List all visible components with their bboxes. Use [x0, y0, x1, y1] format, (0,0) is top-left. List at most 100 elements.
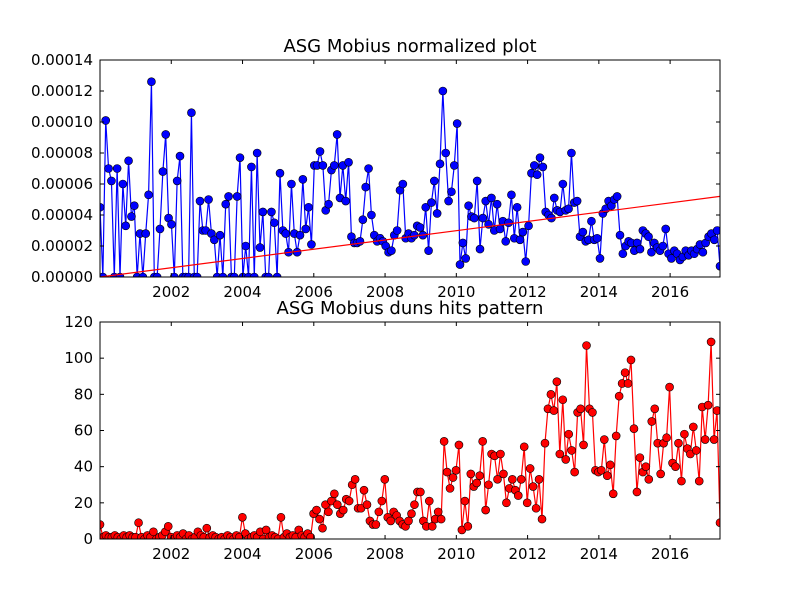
x-tick-label: 2006 [295, 283, 333, 301]
data-point [472, 478, 482, 488]
data-point [501, 237, 511, 246]
data-point [118, 179, 128, 189]
data-point [512, 202, 522, 212]
data-point [221, 199, 231, 209]
data-point [158, 167, 168, 176]
data-point [703, 400, 713, 410]
data-point [235, 153, 245, 162]
x-tick-label: 2004 [223, 283, 261, 301]
data-point [558, 179, 568, 189]
y-tick-label: 120 [64, 313, 93, 331]
data-point [281, 229, 291, 238]
data-point [475, 244, 485, 254]
data-point [134, 518, 143, 528]
data-point [656, 469, 665, 479]
y-tick-label: 0.00008 [31, 144, 93, 162]
data-point [694, 476, 704, 486]
data-point [549, 406, 559, 415]
data-point [567, 446, 576, 455]
y-tick-label: 0 [83, 530, 93, 548]
y-tick-label: 60 [74, 422, 93, 440]
data-point [623, 379, 633, 388]
data-point [521, 257, 531, 266]
data-point [454, 440, 464, 450]
data-point [535, 153, 545, 162]
data-point [709, 435, 719, 444]
data-point [421, 202, 431, 212]
data-point [587, 216, 596, 226]
y-tick-label: 0.00002 [31, 237, 93, 255]
data-point [315, 147, 325, 156]
data-point [144, 190, 153, 200]
data-point [519, 442, 529, 452]
data-point [528, 482, 538, 491]
data-point [537, 514, 547, 524]
data-point [680, 429, 689, 439]
data-point [709, 235, 719, 245]
data-point [507, 190, 516, 200]
data-point [582, 341, 591, 350]
trend-line [100, 195, 720, 277]
y-tick-label: 80 [74, 385, 93, 403]
data-point [432, 209, 442, 218]
data-point [688, 422, 698, 432]
data-point [439, 437, 449, 446]
data-point [358, 215, 368, 224]
data-point [424, 496, 434, 506]
data-point [155, 224, 165, 234]
data-point [238, 512, 247, 522]
data-point [187, 108, 196, 117]
axes-frame [99, 59, 721, 278]
data-point [112, 164, 122, 173]
data-point [100, 520, 105, 529]
x-tick-label: 2012 [508, 283, 546, 301]
data-point [295, 230, 305, 240]
data-point [534, 475, 544, 484]
data-point [455, 260, 465, 269]
data-point [149, 527, 158, 537]
data-point [600, 435, 609, 444]
data-point [338, 505, 348, 515]
data-point [674, 438, 683, 448]
data-point [572, 196, 582, 206]
data-point [665, 382, 674, 392]
data-point [441, 148, 451, 158]
y-tick-label: 0.00010 [31, 113, 93, 131]
data-point [658, 241, 668, 251]
data-point [667, 254, 676, 263]
data-point [416, 487, 425, 497]
x-tick-label: 2010 [437, 545, 475, 563]
data-point [615, 230, 625, 240]
chart-title: ASG Mobius normalized plot [283, 36, 536, 57]
data-point [330, 489, 339, 499]
data-point [407, 509, 416, 518]
data-point [409, 230, 419, 240]
data-point [561, 455, 571, 464]
data-point [100, 202, 105, 212]
data-point [362, 500, 372, 509]
data-point [147, 77, 156, 86]
data-point [232, 192, 242, 201]
data-point [269, 218, 279, 228]
x-tick-label: 2008 [366, 545, 404, 563]
x-tick-label: 2016 [651, 545, 689, 563]
data-point [502, 498, 511, 508]
data-point [592, 233, 602, 243]
data-point [447, 187, 456, 197]
data-point [481, 505, 490, 515]
data-point [552, 377, 562, 386]
data-point [104, 164, 113, 173]
data-point [436, 514, 446, 524]
data-point [458, 238, 468, 248]
data-point [691, 446, 701, 455]
data-point [442, 467, 452, 477]
data-point [518, 227, 528, 237]
data-point [224, 192, 233, 201]
data-point [306, 532, 315, 539]
data-point [161, 130, 171, 139]
data-point [267, 207, 276, 217]
x-tick-label: 2014 [580, 283, 618, 301]
x-tick-label: 2002 [152, 545, 190, 563]
data-point [529, 161, 539, 170]
data-point [202, 523, 212, 533]
